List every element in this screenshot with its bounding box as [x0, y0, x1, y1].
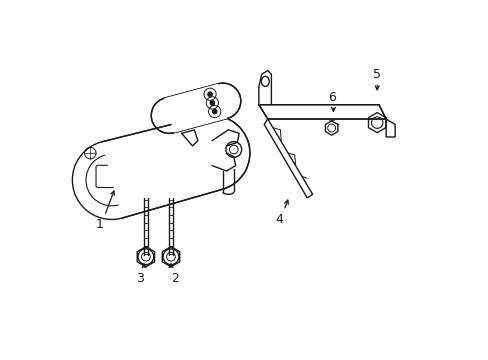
Text: 2: 2 [170, 272, 178, 285]
Polygon shape [258, 105, 386, 119]
Circle shape [210, 101, 214, 105]
Text: 6: 6 [328, 91, 336, 104]
Circle shape [207, 92, 212, 96]
Circle shape [212, 109, 216, 114]
Polygon shape [386, 119, 394, 137]
Text: 3: 3 [136, 272, 143, 285]
Polygon shape [264, 119, 312, 198]
Text: 4: 4 [275, 213, 283, 226]
Polygon shape [164, 84, 227, 133]
Polygon shape [102, 117, 222, 218]
Text: 1: 1 [95, 218, 103, 231]
Text: 5: 5 [372, 68, 381, 81]
